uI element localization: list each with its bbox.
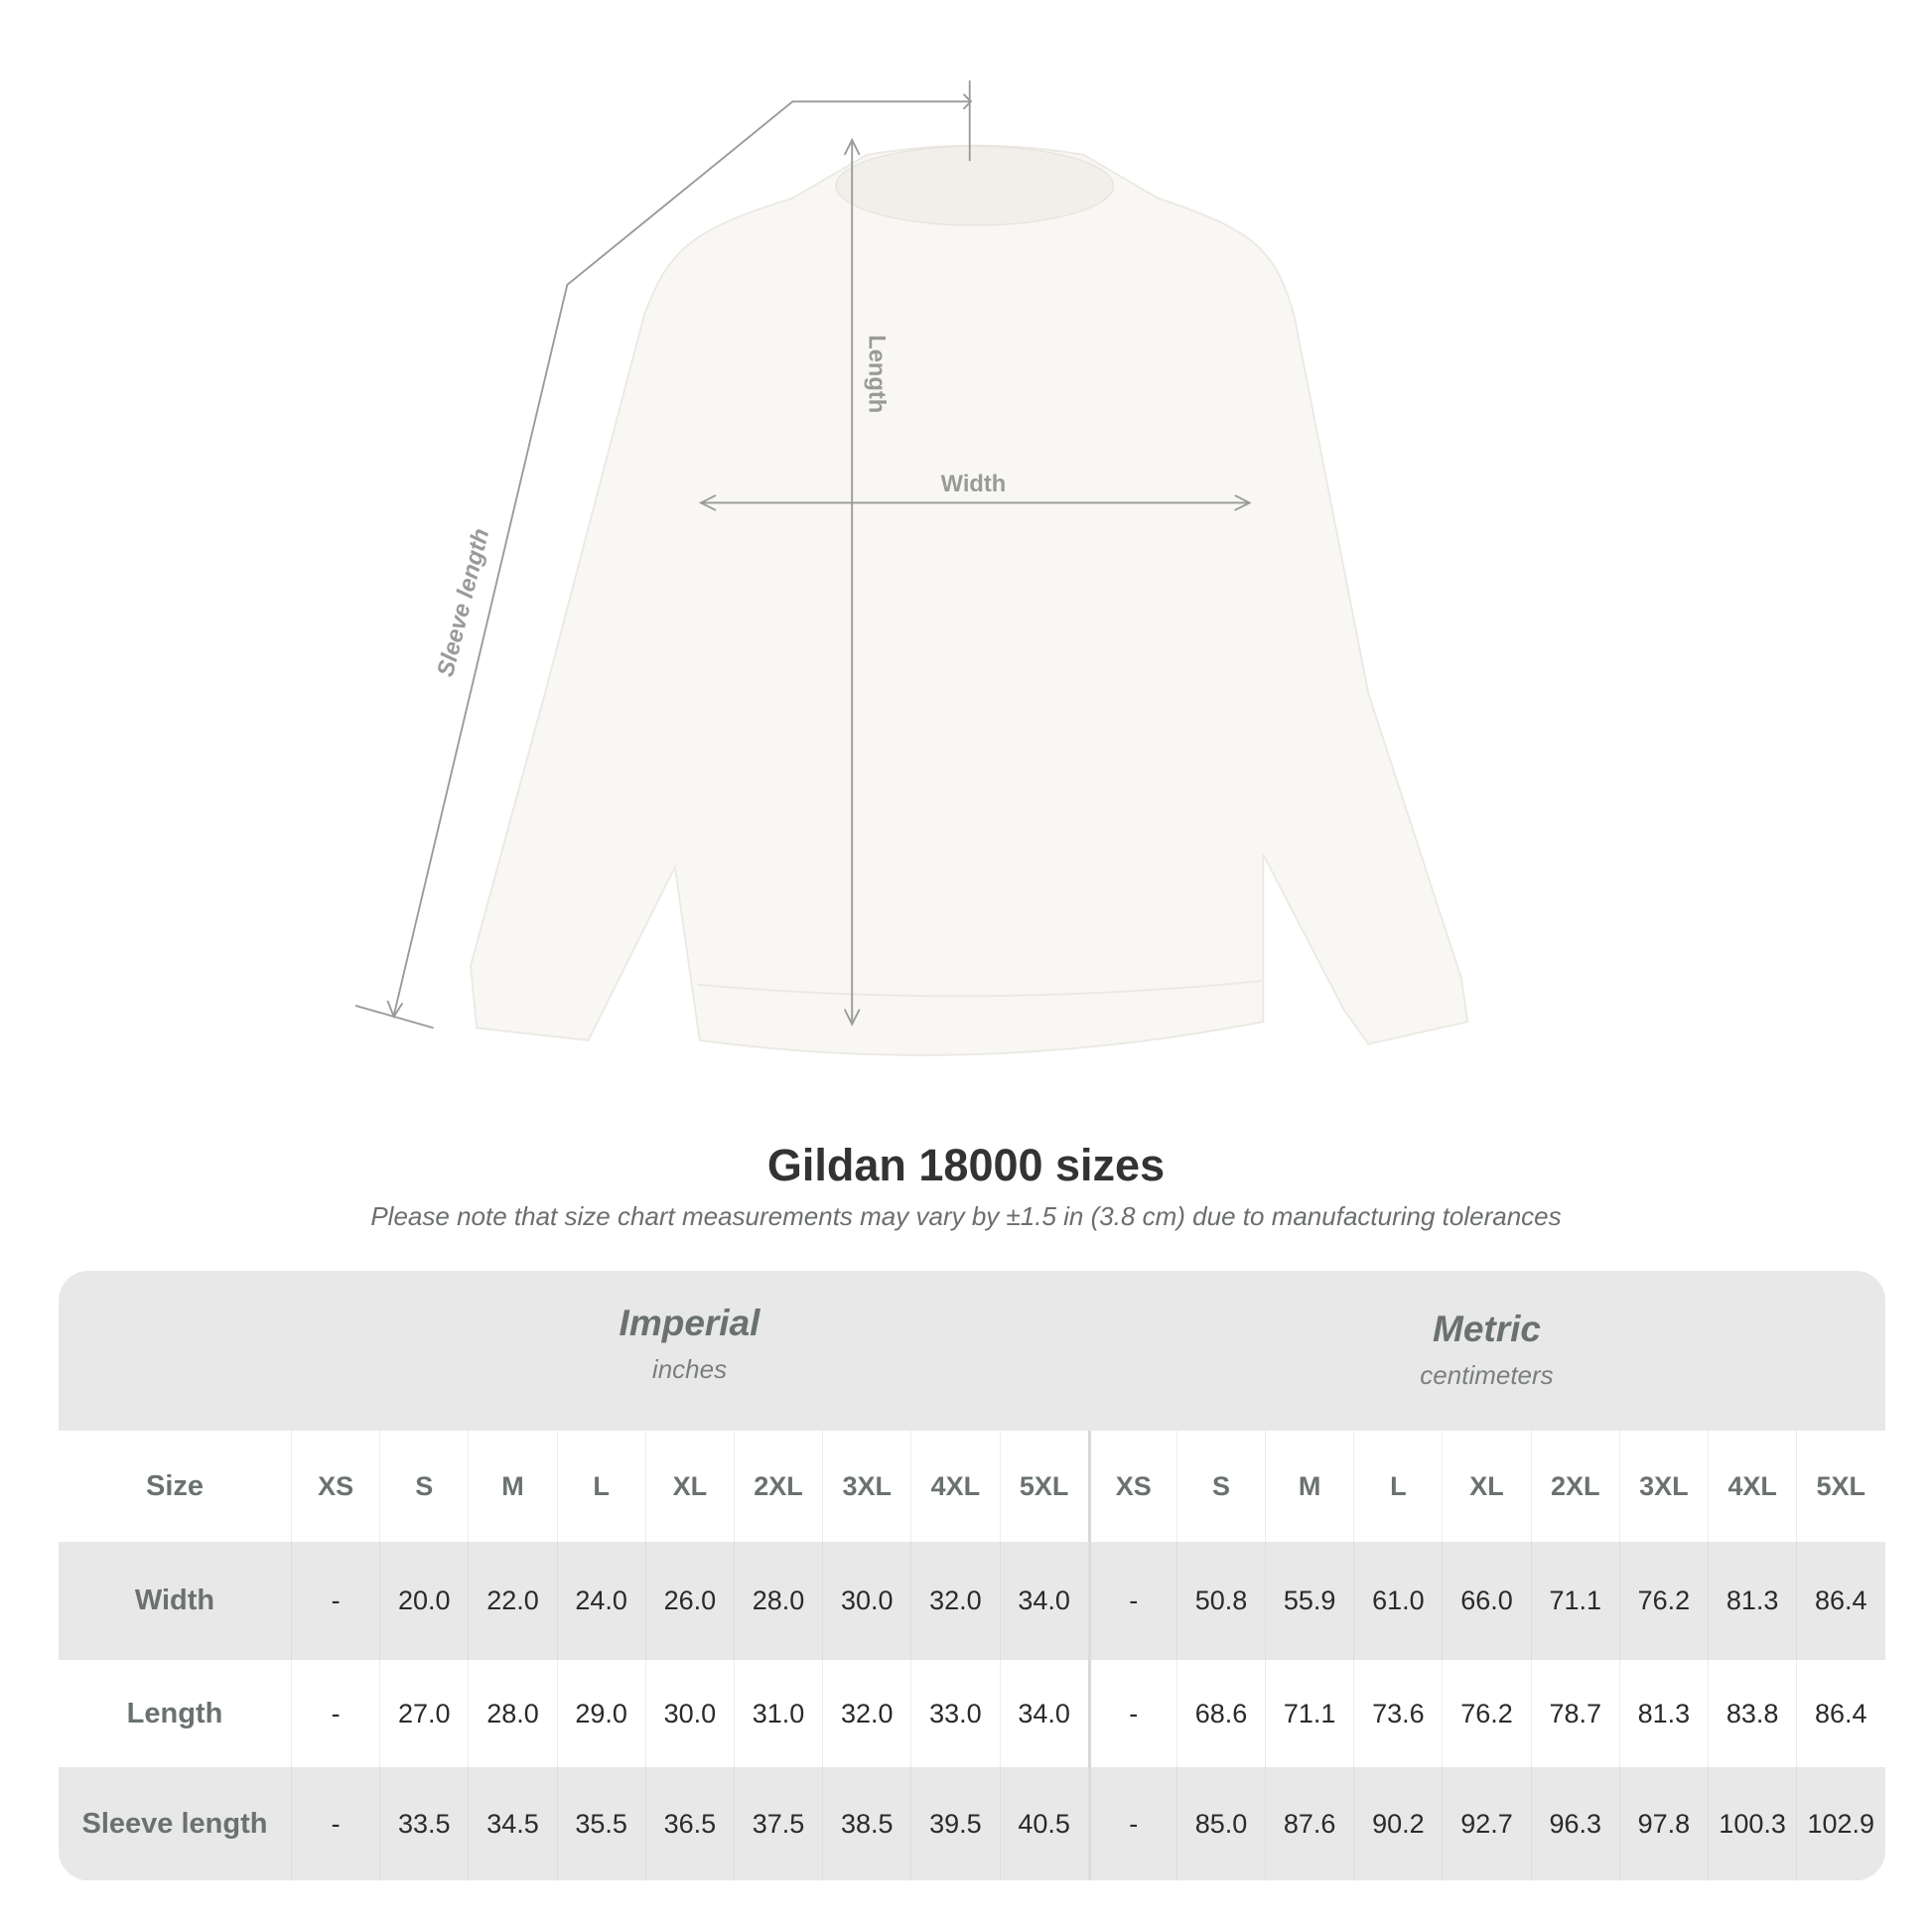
width-label: Width <box>941 472 1007 497</box>
table-cell: 55.9 <box>1265 1542 1353 1660</box>
table-cell: 20.0 <box>379 1542 468 1660</box>
table-cell: 29.0 <box>556 1660 645 1767</box>
size-header-cell: 2XL <box>1530 1431 1619 1542</box>
table-cell: 92.7 <box>1442 1767 1530 1880</box>
row-label: Size <box>145 1469 205 1502</box>
length-label: Length <box>864 335 890 413</box>
table-cell: 83.8 <box>1708 1660 1796 1767</box>
table-cell: 61.0 <box>1353 1542 1442 1660</box>
table-cell: 33.0 <box>910 1660 999 1767</box>
size-header-cell: XS <box>1087 1431 1176 1542</box>
sweatshirt-diagram: Width Length Sleeve length <box>354 80 1469 1056</box>
imperial-header: Imperial inches <box>291 1303 1088 1462</box>
size-header-cell: 3XL <box>822 1431 910 1542</box>
metric-unit: centimeters <box>1420 1360 1554 1390</box>
table-cell: 68.6 <box>1175 1660 1265 1767</box>
page-title: Gildan 18000 sizes <box>766 1140 1166 1190</box>
size-header-cell: XL <box>1442 1431 1530 1542</box>
table-cell: 73.6 <box>1353 1660 1442 1767</box>
table-cell: 90.2 <box>1353 1767 1442 1880</box>
size-header-cell: 3XL <box>1618 1431 1708 1542</box>
table-cell: 27.0 <box>379 1660 468 1767</box>
size-header-cell: 2XL <box>733 1431 822 1542</box>
metric-heading: Metric <box>1433 1309 1541 1349</box>
table-cell: 50.8 <box>1175 1542 1265 1660</box>
table-cell: 31.0 <box>733 1660 822 1767</box>
size-header-cell: M <box>468 1431 556 1542</box>
row-label: Width <box>134 1585 215 1616</box>
size-header-cell: 4XL <box>1708 1431 1796 1542</box>
metric-header: Metric centimeters <box>1088 1309 1885 1468</box>
table-cell: 34.0 <box>999 1542 1088 1660</box>
table-cell: 76.2 <box>1618 1542 1708 1660</box>
size-header-cell: L <box>1353 1431 1442 1542</box>
sweatshirt-image <box>470 144 1469 1056</box>
neckline <box>835 145 1115 226</box>
table-cell: 81.3 <box>1618 1660 1708 1767</box>
table-cell: 85.0 <box>1175 1767 1265 1880</box>
table-cell: - <box>1087 1767 1176 1880</box>
table-cell: 33.5 <box>379 1767 468 1880</box>
table-cell: 81.3 <box>1708 1542 1796 1660</box>
row-label: Length <box>126 1697 223 1729</box>
hem-rib <box>697 980 1264 998</box>
imperial-unit: inches <box>651 1354 728 1384</box>
table-cell: 24.0 <box>556 1542 645 1660</box>
table-cell: 76.2 <box>1442 1660 1530 1767</box>
table-cell: 39.5 <box>910 1767 999 1880</box>
table-cell: 37.5 <box>733 1767 822 1880</box>
size-header-cell: S <box>379 1431 468 1542</box>
table-cell: 26.0 <box>644 1542 734 1660</box>
table-cell: 96.3 <box>1530 1767 1619 1880</box>
size-header-cell: S <box>1175 1431 1265 1542</box>
table-cell: 66.0 <box>1442 1542 1530 1660</box>
table-cell: - <box>1087 1542 1176 1660</box>
size-header-cell: XS <box>291 1431 379 1542</box>
table-cell: 28.0 <box>733 1542 822 1660</box>
size-header-cell: 5XL <box>1796 1431 1884 1542</box>
table-cell: 71.1 <box>1530 1542 1619 1660</box>
table-cell: 102.9 <box>1796 1767 1884 1880</box>
table-cell: 35.5 <box>556 1767 645 1880</box>
table-row: Width -20.0 22.0 24.0 26.0 28.0 30.0 32.0 34.0-5… <box>59 1542 1885 1660</box>
table-cell: 40.5 <box>999 1767 1088 1880</box>
table-cell: - <box>291 1767 379 1880</box>
table-cell: 22.0 <box>468 1542 556 1660</box>
table-cell: 38.5 <box>822 1767 910 1880</box>
size-header-row: Size XS S M L XL 2XL 3XL 4XL 5XL XS S M L XL 2XL 3XL 4XL 5… <box>59 1431 1885 1542</box>
sleeve-length-line <box>392 100 970 1017</box>
table-row: Sleeve length -33.5 34.5 35.5 36.5 37.5 38.5 39… <box>59 1767 1885 1880</box>
table-cell: 100.3 <box>1708 1767 1796 1880</box>
table-cell: 78.7 <box>1530 1660 1619 1767</box>
table-cell: 32.0 <box>822 1660 910 1767</box>
size-header-cell: 5XL <box>999 1431 1088 1542</box>
table-cell: 28.0 <box>468 1660 556 1767</box>
table-cell: 34.0 <box>999 1660 1088 1767</box>
table-cell: - <box>291 1660 379 1767</box>
table-cell: - <box>291 1542 379 1660</box>
size-header-cell: XL <box>644 1431 734 1542</box>
table-cell: 36.5 <box>644 1767 734 1880</box>
table-cell: 97.8 <box>1618 1767 1708 1880</box>
table-cell: 86.4 <box>1796 1660 1884 1767</box>
imperial-heading: Imperial <box>619 1303 760 1343</box>
table-cell: 86.4 <box>1796 1542 1884 1660</box>
sleeve-length-label: Sleeve length <box>433 526 494 679</box>
size-header-cell: L <box>556 1431 645 1542</box>
tolerance-note: Please note that size chart measurements… <box>370 1201 1562 1231</box>
size-header-cell: M <box>1265 1431 1353 1542</box>
row-label: Sleeve length <box>81 1807 268 1840</box>
table-cell: 30.0 <box>644 1660 734 1767</box>
size-table: Imperial inches Metric centimeters Size X… <box>59 1271 1885 1880</box>
table-cell: 34.5 <box>468 1767 556 1880</box>
table-cell: - <box>1087 1660 1176 1767</box>
table-cell: 32.0 <box>910 1542 999 1660</box>
table-cell: 71.1 <box>1265 1660 1353 1767</box>
size-header-cell: 4XL <box>910 1431 999 1542</box>
table-cell: 30.0 <box>822 1542 910 1660</box>
table-row: Length -27.0 28.0 29.0 30.0 31.0 32.0 33.0 34.0-… <box>59 1660 1885 1767</box>
table-cell: 87.6 <box>1265 1767 1353 1880</box>
